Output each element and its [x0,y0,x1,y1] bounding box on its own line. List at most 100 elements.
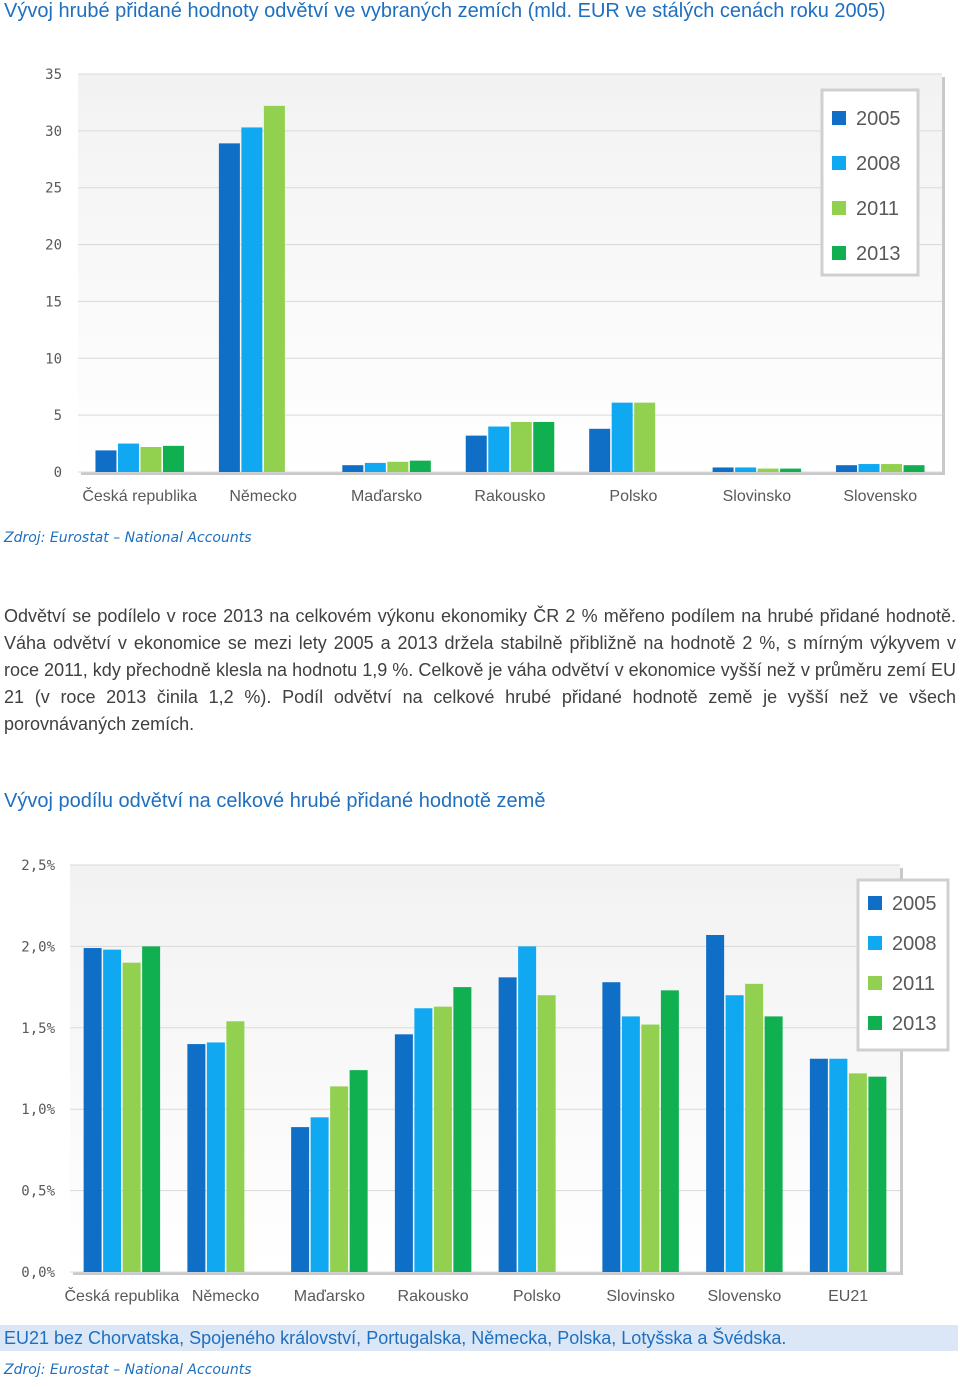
plot-area [78,74,942,472]
bar-2013 [780,468,802,472]
bar-2013 [660,990,679,1272]
bar-2011 [122,962,141,1272]
y-tick-label: 25 [45,181,62,197]
bar-2013 [409,460,431,472]
bar-2005 [95,450,117,472]
x-category-label: Maďarsko [351,488,422,505]
bar-2005 [187,1044,206,1272]
y-tick-label: 10 [45,351,62,367]
y-tick-label: 0,5% [21,1184,55,1200]
bar-2013 [764,1016,783,1272]
bar-2013 [349,1070,368,1272]
bar-2011 [330,1086,349,1272]
legend-label-2011: 2011 [892,973,935,995]
y-tick-label: 2,5% [21,858,55,874]
chart2: 0,0% 0,5% 1,0% 1,5% 2,0% 2,5% Česká republika N… [21,858,950,1305]
bar-2005 [589,428,611,472]
y-tick-label: 20 [45,238,62,254]
bar-2008 [206,1042,225,1272]
x-category-label: Česká republika [82,486,197,505]
bar-2011 [634,402,656,472]
bar-2008 [725,995,744,1272]
bar-2013 [453,987,472,1272]
bar-2005 [712,467,734,472]
legend-label-2005: 2005 [856,108,901,130]
bar-2008 [488,426,510,472]
x-category-label: Polsko [609,488,657,505]
bar-2011 [263,105,285,472]
chart2-title: Vývoj podílu odvětví na celkové hrubé př… [4,790,546,812]
x-category-label: Rakousko [474,488,545,505]
x-category-label: Česká republika [65,1286,180,1305]
bar-2005 [498,977,517,1272]
bar-2011 [433,1006,452,1272]
bar-2011 [848,1073,867,1272]
bar-2005 [291,1127,310,1272]
bar-2008 [858,464,880,472]
bar-2008 [611,402,633,472]
x-category-label: Maďarsko [294,1288,365,1305]
bar-2005 [342,465,364,472]
bar-2011 [387,461,409,472]
bar-2008 [735,467,757,472]
bar-2011 [641,1024,660,1272]
legend-swatch-2011 [868,976,882,990]
bar-2011 [140,446,162,472]
y-tick-label: 1,5% [21,1021,55,1037]
y-tick-label: 35 [45,67,62,83]
x-category-label: Slovensko [843,488,917,505]
bar-2011 [226,1021,245,1272]
bar-2005 [836,465,858,472]
bar-2013 [533,421,555,472]
bar-2008 [241,127,263,473]
bar-2011 [881,464,903,472]
bar-2008 [414,1008,433,1272]
bar-2011 [510,421,532,472]
bar-2008 [117,443,139,472]
y-tick-label: 0 [54,465,62,481]
bar-2011 [537,995,556,1272]
bar-2013 [162,445,184,472]
bar-2011 [757,468,779,472]
y-tick-label: 5 [54,408,62,424]
x-category-label: Rakousko [398,1288,469,1305]
body-paragraph: Odvětví se podílelo v roce 2013 na celko… [4,606,956,734]
x-category-label: Slovinsko [606,1288,675,1305]
legend-swatch-2005 [832,111,846,125]
x-category-label: Německo [229,488,297,505]
bar-2008 [310,1117,329,1272]
legend-swatch-2005 [868,896,882,910]
chart1-source: Zdroj: Eurostat – National Accounts [4,530,252,546]
bar-2005 [218,143,240,472]
bar-2013 [142,946,161,1272]
legend-label-2008: 2008 [892,933,937,955]
bar-2008 [364,462,386,472]
bar-2005 [602,982,621,1272]
bar-2005 [809,1058,828,1272]
y-tick-label: 0,0% [21,1265,55,1281]
legend-swatch-2013 [832,246,846,260]
y-tick-label: 1,0% [21,1102,55,1118]
legend-swatch-2013 [868,1016,882,1030]
x-category-label: Německo [192,1288,260,1305]
legend-swatch-2011 [832,201,846,215]
bar-2005 [394,1034,413,1272]
x-category-label: Polsko [513,1288,561,1305]
legend-label-2005: 2005 [892,893,937,915]
legend-swatch-2008 [832,156,846,170]
x-category-label: EU21 [828,1288,868,1305]
y-tick-label: 15 [45,294,62,310]
bar-2008 [518,946,537,1272]
legend-swatch-2008 [868,936,882,950]
x-category-label: Slovensko [707,1288,781,1305]
bar-2013 [868,1076,887,1272]
chart1-title: Vývoj hrubé přidané hodnoty odvětví ve v… [4,0,886,22]
x-category-label: Slovinsko [723,488,792,505]
bar-2008 [621,1016,640,1272]
chart2-note: EU21 bez Chorvatska, Spojeného královstv… [0,1325,958,1351]
bar-2008 [829,1058,848,1272]
bar-2013 [903,465,925,472]
legend-label-2013: 2013 [892,1013,937,1035]
bar-2008 [103,949,122,1272]
chart1: 0 5 10 15 20 25 30 35 Česká republika Německo Maďa… [45,67,945,505]
